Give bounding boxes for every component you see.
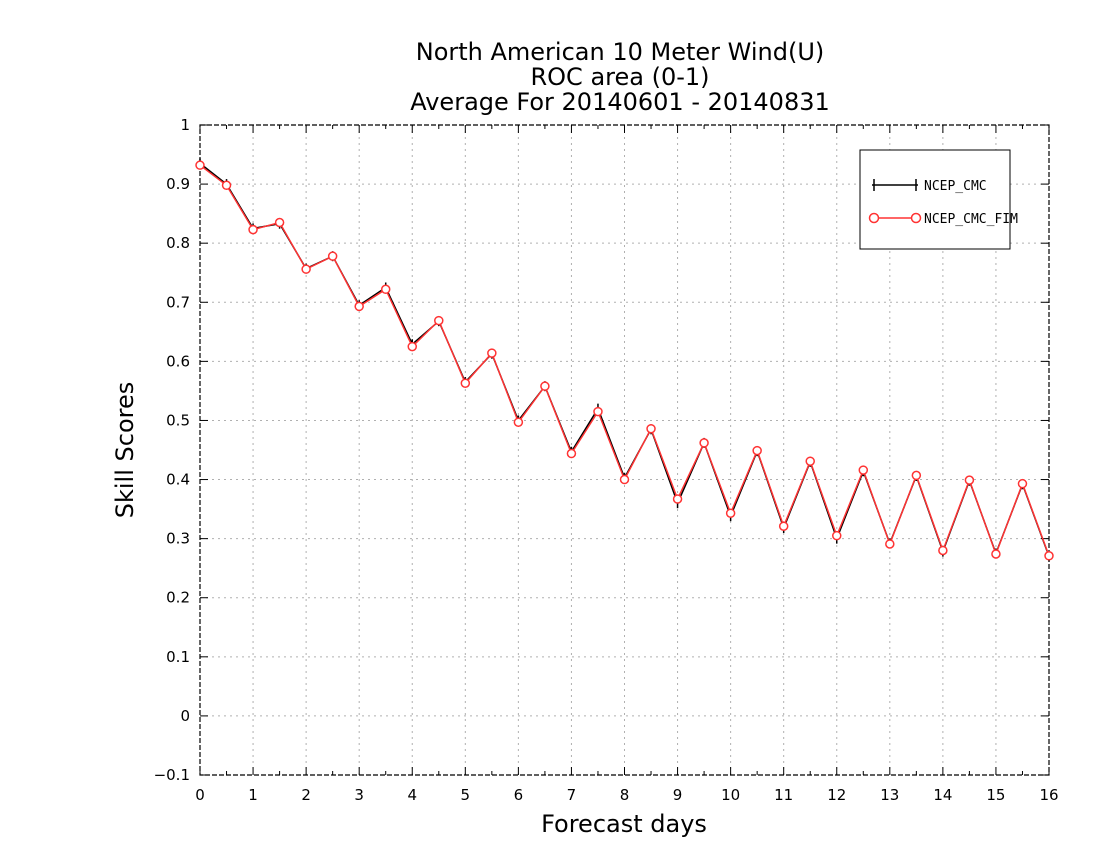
x-tick-label: 9 <box>673 786 683 804</box>
legend-marker-ncep-cmc-fim-b <box>910 212 922 224</box>
data-point <box>991 549 1001 559</box>
x-tick-label: 1 <box>248 786 258 804</box>
title-line-2: ROC area (0-1) <box>530 63 709 91</box>
data-point <box>274 217 285 228</box>
data-point <box>380 284 391 295</box>
x-tick-label: 13 <box>880 786 899 804</box>
data-point <box>1017 478 1028 489</box>
data-point <box>646 423 656 434</box>
y-tick-label: 0.8 <box>166 234 190 252</box>
y-axis-label: Skill Scores <box>111 382 139 519</box>
y-tick-label: 0.4 <box>166 471 190 489</box>
data-point <box>725 508 736 518</box>
legend-marker-ncep-cmc-fim-a <box>868 212 880 224</box>
x-axis-label: Forecast days <box>541 810 707 838</box>
data-point <box>1044 551 1054 561</box>
data-point <box>221 180 232 191</box>
y-tick-label: 0.9 <box>166 175 190 193</box>
data-point <box>301 264 311 274</box>
data-point <box>832 530 842 541</box>
x-tick-label: 12 <box>827 786 846 804</box>
x-tick-label: 16 <box>1039 786 1058 804</box>
series-ncep-cmc-fim <box>195 160 1054 561</box>
y-tick-label: 0 <box>180 707 190 725</box>
x-tick-label: 2 <box>301 786 311 804</box>
data-point <box>434 315 444 326</box>
x-tick-label: 0 <box>195 786 205 804</box>
series-group <box>195 158 1054 562</box>
data-point <box>487 348 497 358</box>
data-point <box>593 406 603 417</box>
data-point <box>672 494 683 504</box>
y-tick-label: 0.5 <box>166 411 190 429</box>
x-tick-label: 6 <box>514 786 524 804</box>
title-line-3: Average For 20140601 - 20140831 <box>410 88 830 116</box>
title-line-1: North American 10 Meter Wind(U) <box>416 38 825 66</box>
x-tick-label: 3 <box>354 786 364 804</box>
data-point <box>407 341 417 352</box>
data-point <box>460 378 471 388</box>
data-point <box>540 381 550 391</box>
x-tick-label: 7 <box>567 786 577 804</box>
chart-title: North American 10 Meter Wind(U) ROC area… <box>410 38 830 116</box>
x-tick-label: 14 <box>933 786 952 804</box>
data-point <box>619 474 630 485</box>
x-tick-label: 8 <box>620 786 630 804</box>
y-tick-label: −0.1 <box>154 766 190 784</box>
data-point <box>938 545 948 556</box>
x-tick-label: 5 <box>461 786 471 804</box>
data-point <box>752 445 762 456</box>
y-tick-label: 0.3 <box>166 530 190 548</box>
data-point <box>885 539 895 549</box>
x-tick-label: 15 <box>986 786 1005 804</box>
data-point <box>964 475 975 485</box>
x-tick-label: 10 <box>721 786 740 804</box>
legend-label-ncep-cmc: NCEP_CMC <box>924 179 987 194</box>
data-point <box>911 470 922 481</box>
data-point <box>858 465 869 475</box>
y-tick-label: 0.7 <box>166 293 190 311</box>
y-tick-label: 0.6 <box>166 352 190 370</box>
data-point <box>513 417 524 427</box>
legend-box <box>859 149 1011 250</box>
axis-ticks: 0 1 2 3 4 5 6 7 8 9 10 11 12 13 14 15 16−0.100.10.20.30.… <box>154 116 1059 804</box>
x-tick-label: 4 <box>407 786 417 804</box>
data-point <box>195 160 205 170</box>
data-point <box>778 521 789 531</box>
y-tick-label: 0.2 <box>166 589 190 607</box>
data-point <box>327 251 338 261</box>
data-point <box>566 448 577 459</box>
data-point <box>354 301 364 312</box>
legend: NCEP_CMC NCEP_CMC_FIM <box>859 149 1018 250</box>
data-point <box>699 438 709 448</box>
y-tick-label: 1 <box>180 116 190 134</box>
y-tick-label: 0.1 <box>166 648 190 666</box>
legend-label-ncep-cmc-fim: NCEP_CMC_FIM <box>924 212 1018 227</box>
x-tick-label: 11 <box>774 786 793 804</box>
grid <box>200 125 1049 775</box>
data-point <box>805 456 815 466</box>
data-point <box>248 224 258 235</box>
